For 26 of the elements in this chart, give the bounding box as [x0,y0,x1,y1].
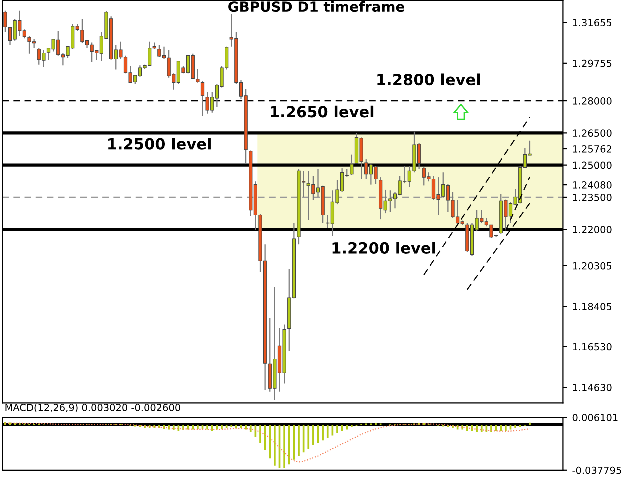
ref-line-label: 1.2200 level [332,242,436,254]
ref-line-label: 1.2800 level [378,74,480,86]
y-tick-label: 1.28000 [573,98,612,105]
candlestick [4,10,8,33]
candlestick [196,68,200,84]
y-tick-label: 1.25000 [573,162,612,170]
y-tick-label: 1.20305 [573,262,612,270]
y-tick-label: 1.22000 [573,226,612,234]
y-tick-label: 1.18405 [573,303,612,310]
ref-line-label: 1.2500 level [108,138,211,150]
chart-title: MACD(12,26,9) 0.003020 -0.002600 [6,404,180,413]
chart-title: GBPUSD D1 timeframe [228,1,404,12]
y-tick-label: 1.14630 [573,384,612,392]
y-tick-label: 1.23500 [573,194,612,202]
ref-line-label: 1.2650 level [271,106,374,118]
candlestick [200,80,205,117]
line-series [4,422,531,463]
y-tick-label: -0.037795 [572,466,622,474]
y-tick-label: 1.25762 [573,145,612,153]
y-tick-label: 1.26500 [573,130,612,138]
candlestick [350,154,354,176]
y-tick-label: 0.006101 [572,414,618,422]
y-tick-label: 1.31655 [573,19,612,27]
y-tick-label: 1.29755 [573,60,612,68]
y-tick-label: 1.16530 [573,343,612,351]
y-tick-label: 1.24080 [573,182,612,189]
